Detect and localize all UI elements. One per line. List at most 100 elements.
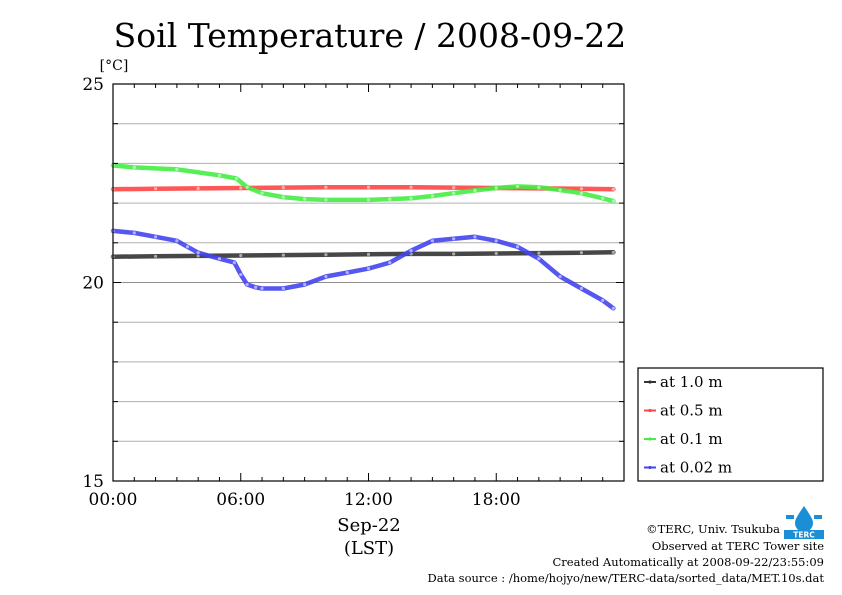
legend-marker [648,437,652,441]
series-point [601,298,605,302]
series-point [579,251,584,255]
chart-title: Soil Temperature / 2008-09-22 [114,16,627,55]
series-point [324,253,328,257]
x-tick-label: 18:00 [472,490,521,510]
series-point [175,167,179,171]
series-point [260,191,264,195]
series-point [245,282,249,287]
series-point [452,252,456,256]
series-point [537,257,541,261]
series-point [153,187,158,191]
series-point [281,286,285,291]
series-point [611,199,615,203]
footer-copyright: ©TERC, Univ. Tsukuba [646,522,780,536]
series-point [281,253,285,257]
series-point [558,274,562,279]
series-point [153,254,158,258]
series-point [409,185,413,189]
series-point [175,239,179,243]
series-point [452,191,456,195]
series-point [196,251,200,255]
series-lines [110,163,616,311]
y-unit-label: [°C] [100,58,129,74]
y-tick-label: 15 [82,472,104,492]
series-point [345,270,349,275]
series-point [494,251,498,256]
series-point [409,196,413,200]
series-point [388,261,392,265]
legend-label: at 0.5 m [660,402,723,420]
x-tick-label: 00:00 [89,490,138,510]
series-point [239,272,243,277]
series-point [452,186,456,190]
series-point [430,194,434,198]
footer-created: Created Automatically at 2008-09-22/23:5… [553,555,825,569]
series-point [132,231,136,235]
legend-label: at 0.1 m [660,430,723,448]
series-point [232,261,236,265]
series-point [153,235,158,239]
x-tick-label: 06:00 [216,490,265,510]
series-point [537,185,541,189]
series-point [494,186,498,190]
series-point [611,250,615,254]
legend-label: at 1.0 m [660,373,723,391]
axis-ticks: 15 20 25 00:00 06:00 12:00 18:00 [82,75,625,510]
series-point [601,196,605,200]
series-point [245,185,249,189]
series-point [281,195,285,199]
series-point [611,306,615,310]
footer-source: Data source : /home/hojyo/new/TERC-data/… [427,571,824,585]
series-point [239,253,243,258]
y-tick-label: 25 [82,75,104,95]
series-point [324,274,328,279]
legend-marker [648,380,652,384]
series-point [303,197,307,201]
series-point [452,237,456,241]
legend-box [637,367,824,482]
series-point [494,239,498,243]
x-axis-date-label: Sep-22 [337,515,401,536]
series-point [132,165,136,169]
legend-marker [648,465,652,470]
series-point [366,267,371,271]
y-tick-label: 20 [82,274,104,294]
series-point [260,286,264,291]
series-point [217,257,222,261]
series-point [473,188,477,192]
series-point [185,245,190,249]
series-point [515,184,520,189]
series-point [281,186,285,190]
series-point [473,235,477,239]
series-point [324,185,328,189]
x-axis-tz-label: (LST) [344,538,394,559]
series-point [234,176,239,181]
x-tick-label: 12:00 [344,490,393,510]
series-point [515,245,520,249]
series-point [366,198,371,202]
legend-marker [648,408,652,413]
series-point [239,186,243,190]
series-point [303,282,307,287]
series-point [537,251,541,255]
series-point [409,249,413,253]
footer-observed: Observed at TERC Tower site [652,539,824,553]
logo-text: TERC [793,531,815,540]
legend-label: at 0.02 m [660,459,732,477]
series-point [196,186,200,191]
series-point [579,286,584,291]
series-point [558,188,562,192]
series-point [579,191,584,195]
series-point [388,197,392,201]
series-line-2 [110,163,616,204]
series-point [324,198,328,202]
series-point [579,187,584,191]
gridlines [113,123,624,442]
series-point [366,185,371,189]
water-drop-icon [795,506,813,532]
legend: at 1.0 m at 0.5 m at 0.1 m at 0.02 m [637,367,824,482]
series-point [254,285,258,289]
series-point [611,187,615,191]
series-point [430,239,434,243]
